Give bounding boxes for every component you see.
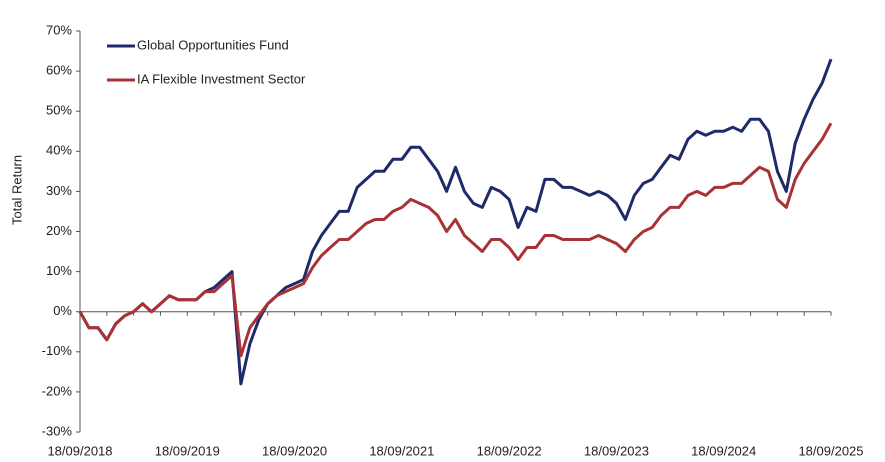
legend-label: IA Flexible Investment Sector (137, 71, 306, 86)
y-tick-label: 50% (46, 103, 72, 118)
y-tick-label: 20% (46, 223, 72, 238)
x-tick-label: 18/09/2021 (369, 443, 434, 458)
x-tick-label: 18/09/2018 (47, 443, 112, 458)
y-axis-label: Total Return (9, 155, 24, 225)
x-tick-label: 18/09/2025 (798, 443, 863, 458)
y-tick-label: -10% (42, 343, 73, 358)
y-tick-label: 10% (46, 263, 72, 278)
y-tick-label: 70% (46, 22, 72, 37)
x-tick-label: 18/09/2022 (477, 443, 542, 458)
series-line (78, 122, 833, 358)
y-tick-label: 30% (46, 183, 72, 198)
x-tick-label: 18/09/2024 (691, 443, 756, 458)
y-tick-label: -30% (42, 423, 73, 438)
y-tick-label: -20% (42, 383, 73, 398)
y-tick-label: 40% (46, 143, 72, 158)
x-tick-label: 18/09/2023 (584, 443, 649, 458)
x-tick-label: 18/09/2020 (262, 443, 327, 458)
y-tick-label: 60% (46, 63, 72, 78)
legend-label: Global Opportunities Fund (137, 37, 289, 52)
y-tick-label: 0% (53, 303, 72, 318)
x-tick-label: 18/09/2019 (155, 443, 220, 458)
